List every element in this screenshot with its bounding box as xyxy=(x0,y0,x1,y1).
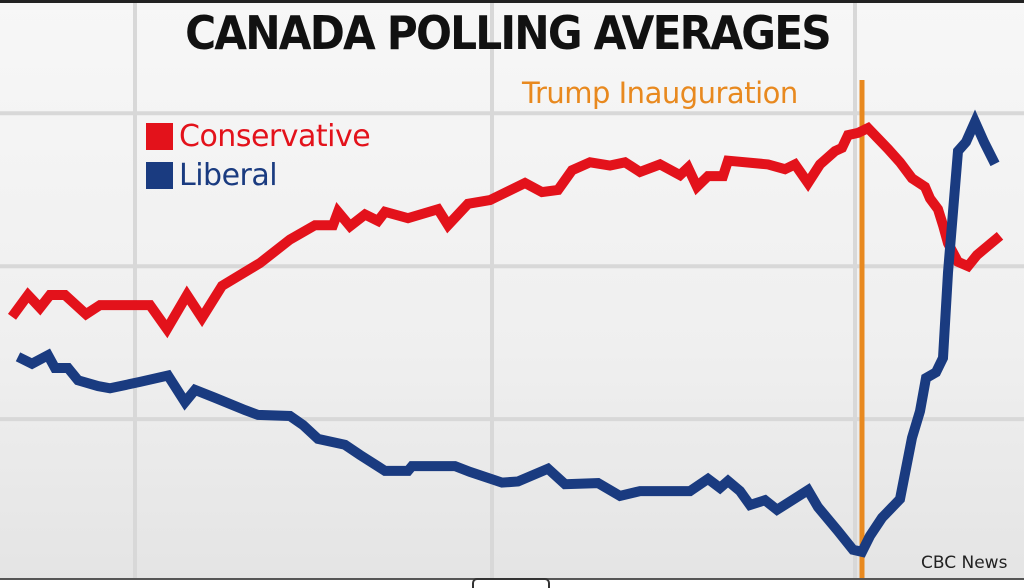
legend-label-liberal: Liberal xyxy=(179,158,278,193)
scrollbar-handle[interactable] xyxy=(472,578,550,588)
series-line-liberal xyxy=(15,109,1000,558)
legend-label-conservative: Conservative xyxy=(179,119,371,154)
chart-title: CANADA POLLING AVERAGES xyxy=(185,6,832,60)
legend-swatch-conservative xyxy=(146,123,173,150)
legend-item-liberal: Liberal xyxy=(146,156,370,195)
series-layer xyxy=(7,109,1004,558)
top-border xyxy=(0,0,1024,3)
legend-item-conservative: Conservative xyxy=(146,117,371,156)
annotation-label-trump-inauguration: Trump Inauguration xyxy=(522,76,798,110)
source-credit: CBC News xyxy=(921,553,1008,573)
series-line-conservative xyxy=(7,122,1004,339)
legend: Conservative Liberal xyxy=(146,117,371,195)
legend-swatch-liberal xyxy=(146,162,173,189)
